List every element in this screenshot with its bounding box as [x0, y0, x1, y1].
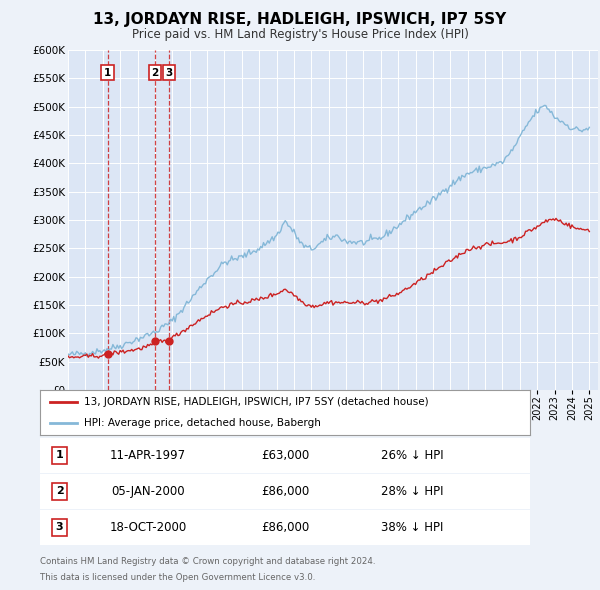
Text: 2: 2	[152, 68, 159, 78]
Text: £86,000: £86,000	[261, 485, 309, 498]
Text: 1: 1	[56, 451, 64, 461]
Text: 2: 2	[56, 487, 64, 497]
Text: 3: 3	[56, 523, 64, 533]
Text: £86,000: £86,000	[261, 521, 309, 534]
Text: £63,000: £63,000	[261, 449, 309, 462]
Text: 18-OCT-2000: 18-OCT-2000	[109, 521, 187, 534]
Text: HPI: Average price, detached house, Babergh: HPI: Average price, detached house, Babe…	[84, 418, 321, 428]
Text: 28% ↓ HPI: 28% ↓ HPI	[381, 485, 443, 498]
Text: 13, JORDAYN RISE, HADLEIGH, IPSWICH, IP7 5SY (detached house): 13, JORDAYN RISE, HADLEIGH, IPSWICH, IP7…	[84, 397, 429, 407]
Text: 38% ↓ HPI: 38% ↓ HPI	[381, 521, 443, 534]
Text: 05-JAN-2000: 05-JAN-2000	[111, 485, 185, 498]
Text: Contains HM Land Registry data © Crown copyright and database right 2024.: Contains HM Land Registry data © Crown c…	[40, 558, 376, 566]
Text: 3: 3	[165, 68, 172, 78]
Text: 26% ↓ HPI: 26% ↓ HPI	[381, 449, 444, 462]
Text: 1: 1	[104, 68, 111, 78]
Text: 11-APR-1997: 11-APR-1997	[110, 449, 186, 462]
Text: This data is licensed under the Open Government Licence v3.0.: This data is licensed under the Open Gov…	[40, 573, 316, 582]
Text: 13, JORDAYN RISE, HADLEIGH, IPSWICH, IP7 5SY: 13, JORDAYN RISE, HADLEIGH, IPSWICH, IP7…	[94, 12, 506, 27]
Text: Price paid vs. HM Land Registry's House Price Index (HPI): Price paid vs. HM Land Registry's House …	[131, 28, 469, 41]
